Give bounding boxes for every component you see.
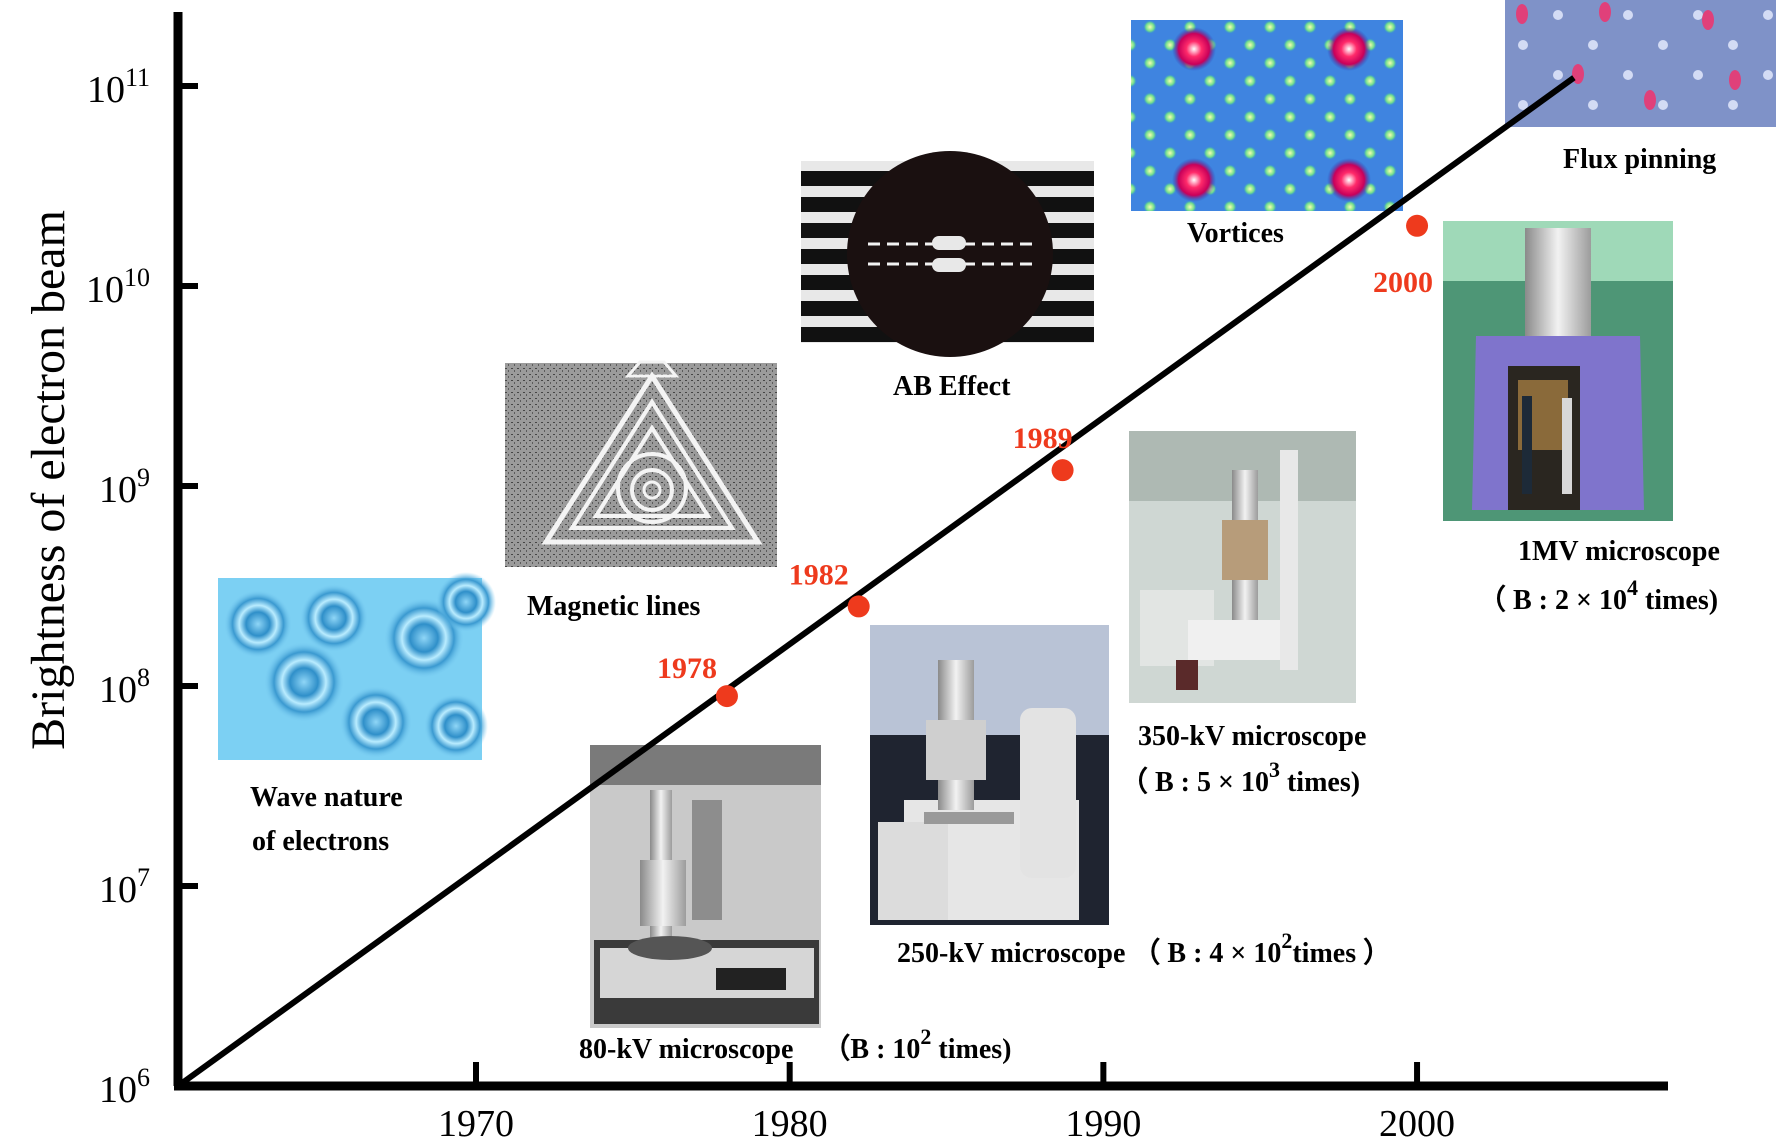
vortices-photo [1131,20,1403,211]
mv1-detail: （ B : 2 × 10 [1478,583,1627,616]
mv1-sup: 4 [1627,575,1638,600]
kv80-detail-end: times) [931,1034,1011,1065]
milestone-marker-1982 [847,595,870,618]
y-tick-base: 10 [99,669,137,711]
y-tick-base: 10 [99,469,137,511]
vortices-caption: Vortices [1187,218,1284,249]
y-axis-title: Brightness of electron beam [22,210,75,750]
kv350-caption-name: 350-kV microscope [1138,721,1366,752]
y-tick-base: 10 [86,269,124,311]
x-tick-label: 1990 [1065,1103,1141,1142]
wave-photo [218,572,496,760]
milestone-marker-2000 [1406,214,1429,237]
kv250-detail-end: times ） [1292,936,1391,969]
milestone-label-1982: 1982 [789,558,849,591]
milestone-label-2000: 2000 [1373,266,1433,299]
y-tick-exponent: 9 [137,463,150,492]
y-tick-base: 10 [99,1069,137,1111]
kv250-photo [870,625,1109,925]
trend-line [176,75,1576,1089]
kv80-caption: 80-kV microscope （B : 102 times) [579,1024,1011,1065]
x-tick-label: 1980 [752,1103,828,1142]
mv1-caption-name: 1MV microscope [1518,536,1720,567]
y-tick-exponent: 7 [137,863,150,892]
kv350-detail-end: times) [1280,767,1360,798]
milestone-label-1978: 1978 [657,652,717,685]
kv350-photo [1129,431,1356,703]
y-tick-exponent: 8 [137,663,150,692]
y-tick-label: 106 [99,1063,150,1111]
kv350-caption-detail: （ B : 5 × 103 times) [1120,757,1360,798]
y-tick-exponent: 6 [137,1063,150,1092]
kv80-detail: （B : 10 [822,1032,920,1065]
milestone-marker-1989 [1051,459,1074,482]
kv350-detail: （ B : 5 × 10 [1120,765,1269,798]
ab-caption: AB Effect [893,371,1011,402]
ab-photo [801,151,1094,357]
y-tick-label: 1010 [86,263,150,311]
flux-caption: Flux pinning [1563,144,1716,175]
mv1-photo [1443,221,1673,521]
mv1-detail-end: times) [1638,585,1718,616]
y-tick-label: 1011 [87,63,150,111]
y-tick-exponent: 11 [125,63,150,92]
milestone-label-1989: 1989 [1013,422,1073,455]
wave-caption-line2: of electrons [252,826,389,857]
mv1-caption-detail: （ B : 2 × 104 times) [1478,575,1718,616]
y-tick-base: 10 [87,69,125,111]
x-tick-label: 2000 [1379,1103,1455,1142]
y-tick-exponent: 10 [124,263,150,292]
kv250-detail: （ B : 4 × 10 [1132,936,1281,969]
trend-series [176,75,1576,1089]
magnetic-caption: Magnetic lines [527,591,701,622]
y-tick-label: 109 [99,463,150,511]
kv80-sup: 2 [920,1024,931,1049]
kv80-photo [590,745,821,1028]
y-tick-label: 107 [99,863,150,911]
kv250-name: 250-kV microscope [897,938,1125,969]
kv250-caption: 250-kV microscope （ B : 4 × 102times ） [897,928,1391,969]
y-tick-label: 108 [99,663,150,711]
kv350-sup: 3 [1269,757,1280,782]
kv80-name: 80-kV microscope [579,1034,793,1065]
milestone-markers: 1978 1982 1989 2000 [657,214,1433,708]
milestone-marker-1978 [715,685,738,708]
wave-caption-line1: Wave nature [250,782,403,813]
kv250-sup: 2 [1281,928,1292,953]
y-tick-base: 10 [99,869,137,911]
x-ticks: 1970 1980 1990 2000 [438,1062,1455,1142]
magnetic-photo [505,360,777,567]
x-tick-label: 1970 [438,1103,514,1142]
flux-photo [1505,0,1776,127]
